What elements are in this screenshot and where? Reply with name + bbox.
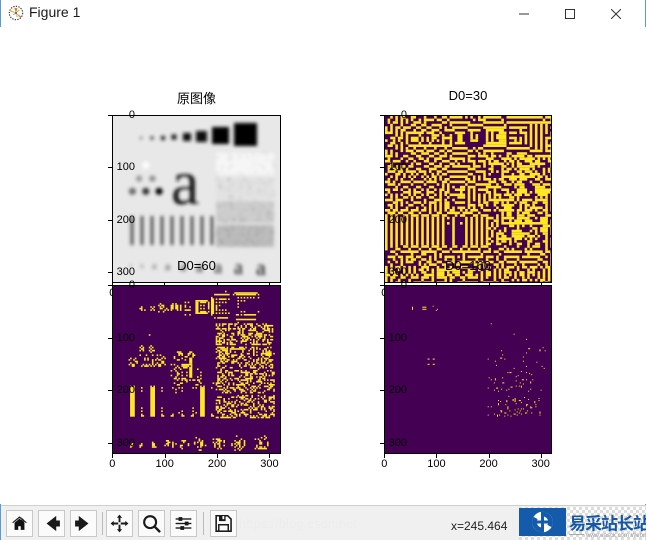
svg-text:www.easck.com Webmaster: www.easck.com Webmaster: [585, 533, 646, 539]
svg-text:a: a: [171, 147, 199, 218]
svg-text:易采站长站: 易采站长站: [569, 510, 646, 535]
